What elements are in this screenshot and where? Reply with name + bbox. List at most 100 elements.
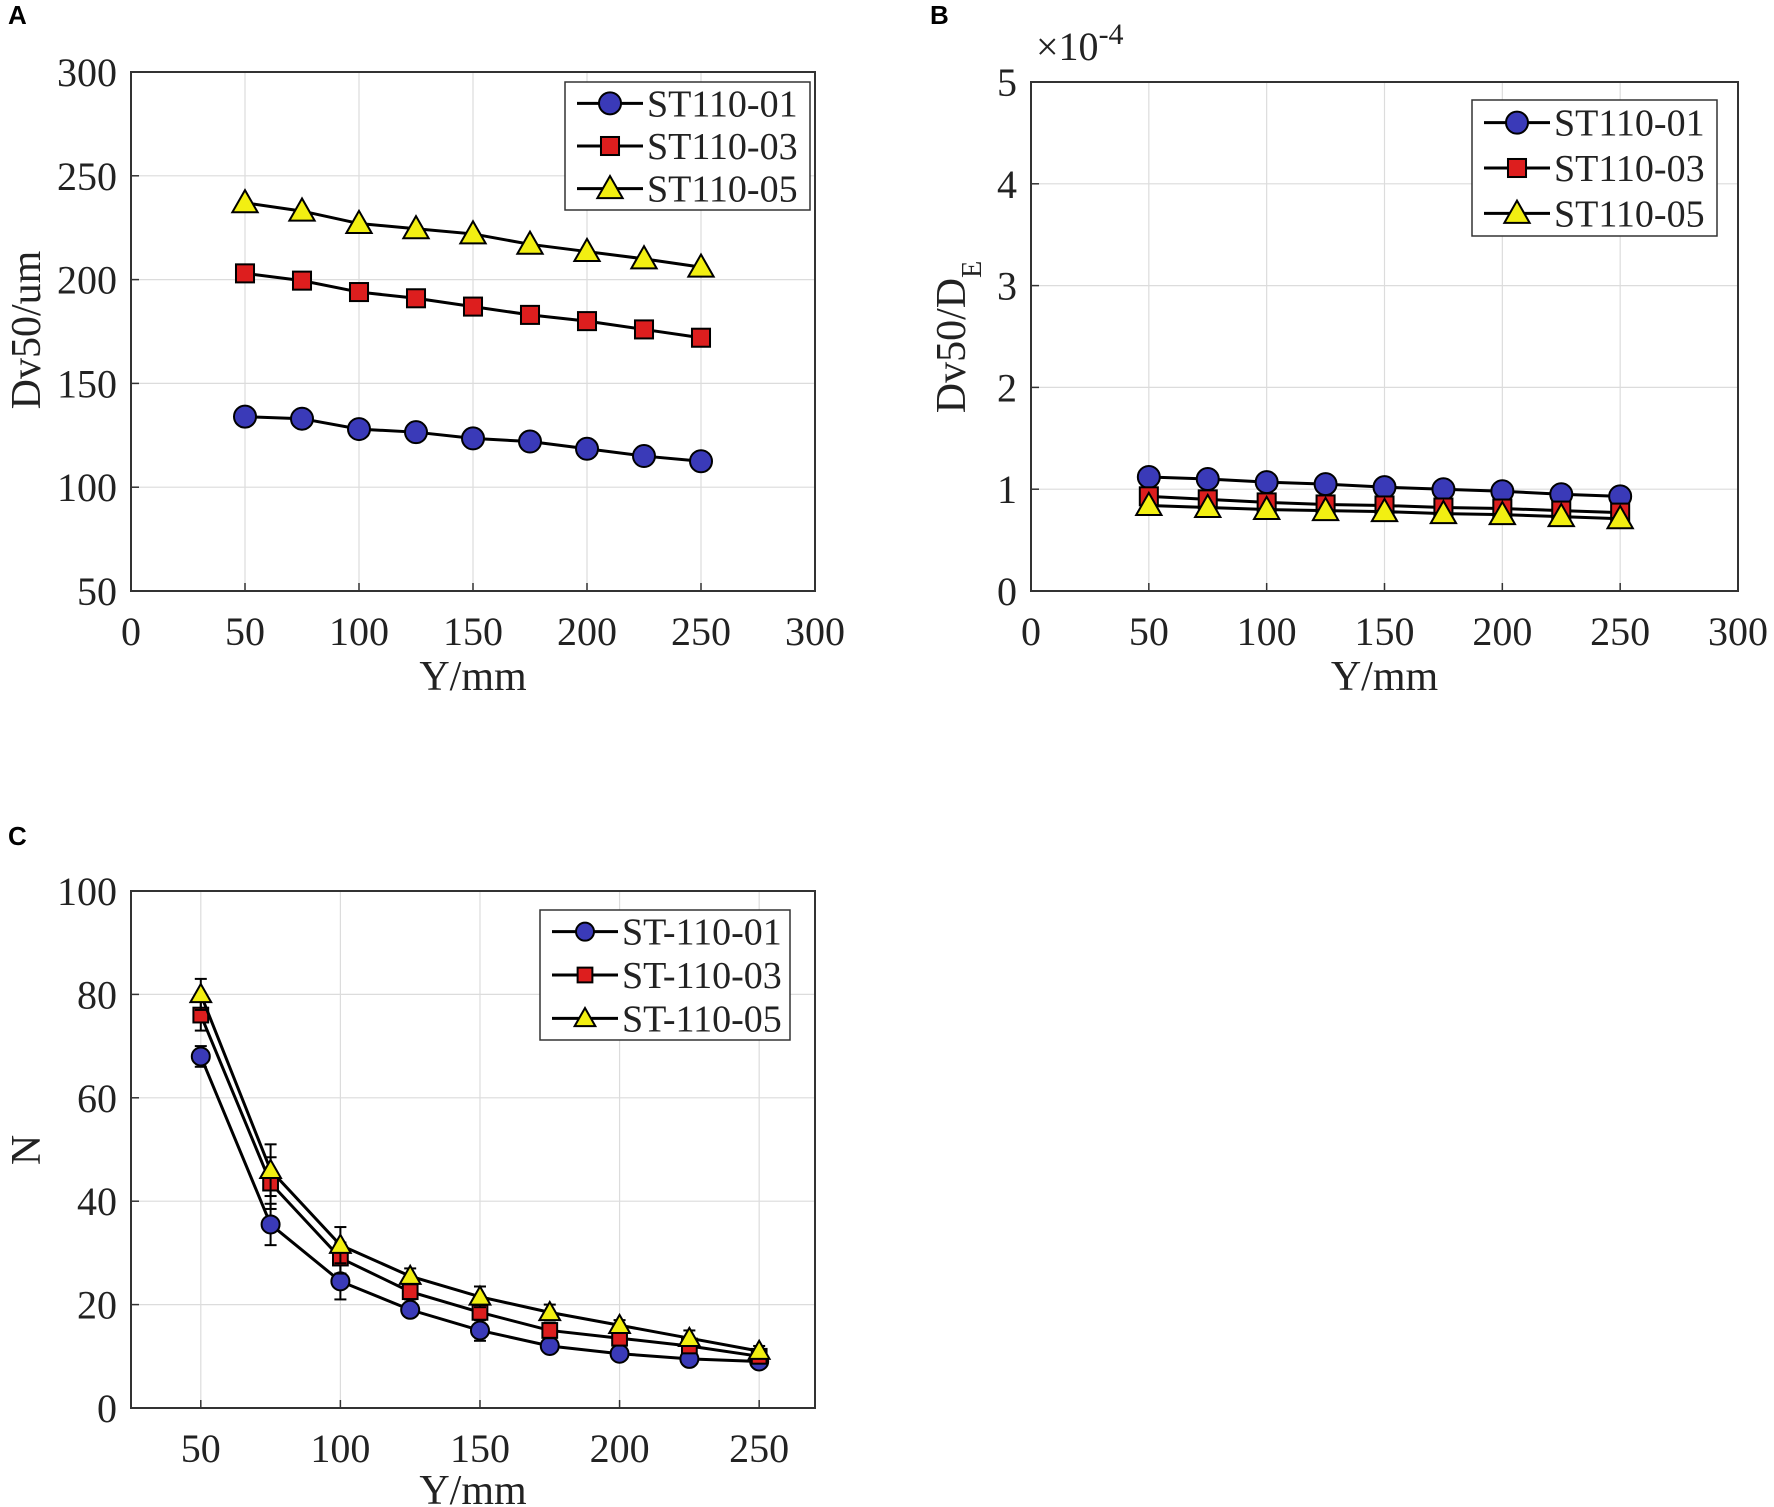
data-point xyxy=(572,236,602,263)
y-tick-label: 100 xyxy=(57,465,117,510)
legend-label: ST110-03 xyxy=(647,126,798,168)
data-point xyxy=(347,417,371,442)
data-point xyxy=(1372,475,1397,500)
legend-marker xyxy=(595,174,625,200)
chart-panel-c: C 50 100 150 200 250 0 20 40 60 80 100 Y/mm N ST-110-… xyxy=(4,821,816,1507)
data-point xyxy=(686,252,716,278)
legend-marker xyxy=(575,921,595,942)
y-axis-label: N xyxy=(4,1135,50,1165)
x-axis-label: Y/mm xyxy=(1331,654,1439,700)
data-point xyxy=(290,406,314,431)
data-point xyxy=(190,1046,211,1067)
series-ST110-05 xyxy=(1134,490,1635,530)
data-point xyxy=(469,1320,490,1341)
legend-label: ST110-03 xyxy=(1554,148,1705,190)
data-point xyxy=(576,311,598,332)
x-tick-label: 300 xyxy=(785,609,845,654)
legend-label: ST110-05 xyxy=(647,169,798,211)
data-point xyxy=(632,444,656,469)
data-point xyxy=(230,188,260,214)
y-tick-label: 80 xyxy=(77,972,117,1017)
plot-frame xyxy=(130,890,816,1409)
x-tick-label: 150 xyxy=(443,609,503,654)
x-tick-label: 200 xyxy=(590,1426,650,1471)
data-point xyxy=(1487,499,1517,526)
data-point xyxy=(537,1299,562,1322)
axis-multiplier: ×10-4 xyxy=(1036,18,1124,70)
x-tick-label: 150 xyxy=(450,1426,510,1471)
legend-marker xyxy=(1506,157,1528,179)
y-tick-label: 60 xyxy=(77,1076,117,1121)
data-point xyxy=(689,449,713,474)
y-tick-label: 5 xyxy=(997,60,1017,105)
x-tick-label: 100 xyxy=(310,1426,370,1471)
data-point xyxy=(541,1322,559,1339)
data-point xyxy=(398,1263,423,1285)
data-point xyxy=(401,214,431,240)
y-tick-label: 50 xyxy=(77,569,117,614)
legend-label: ST110-01 xyxy=(647,83,798,125)
data-point xyxy=(633,319,655,340)
data-point xyxy=(1605,504,1635,530)
data-point xyxy=(1370,496,1399,523)
x-axis-label: Y/mm xyxy=(419,1468,527,1507)
data-point xyxy=(1254,470,1279,495)
series-ST110-01 xyxy=(233,404,713,474)
x-tick-label: 250 xyxy=(671,609,731,654)
plot-frame xyxy=(1030,81,1739,592)
data-point xyxy=(1134,490,1164,516)
data-point xyxy=(328,1232,353,1254)
data-point xyxy=(1195,467,1220,492)
x-tick-label: 200 xyxy=(557,609,617,654)
data-point xyxy=(690,327,712,348)
legend-label: ST-110-03 xyxy=(622,955,782,997)
plot-frame xyxy=(130,71,816,592)
data-point xyxy=(519,304,541,325)
series-ST110-01 xyxy=(1136,464,1633,509)
x-tick-label: 50 xyxy=(181,1426,221,1471)
data-point xyxy=(330,1271,351,1292)
data-point xyxy=(467,1284,493,1306)
data-point xyxy=(575,436,599,461)
data-point xyxy=(629,244,659,270)
data-point xyxy=(291,270,313,291)
x-tick-label: 50 xyxy=(1129,609,1169,654)
data-point xyxy=(461,426,485,451)
y-tick-label: 300 xyxy=(57,50,117,95)
chart-panel-a: A 0 50 100 150 200 250 30050100150200250300Y/m… xyxy=(4,0,845,700)
data-point xyxy=(458,219,488,245)
data-point xyxy=(607,1312,632,1335)
data-point xyxy=(1313,472,1338,497)
y-tick-label: 20 xyxy=(77,1283,117,1328)
y-tick-label: 0 xyxy=(97,1386,117,1431)
data-point xyxy=(462,296,484,317)
legend-marker xyxy=(576,966,594,984)
legend-marker xyxy=(1502,198,1532,224)
y-axis-label: Dv50/DE xyxy=(929,261,988,413)
panel-label-c: C xyxy=(8,821,27,851)
y-tick-label: 150 xyxy=(57,361,117,406)
data-point xyxy=(1136,464,1161,489)
x-tick-label: 100 xyxy=(1237,609,1297,654)
series-ST110-03 xyxy=(234,263,712,348)
x-tick-label: 300 xyxy=(1708,609,1768,654)
data-point xyxy=(260,1214,281,1235)
legend-marker xyxy=(572,1005,598,1028)
data-point xyxy=(539,1335,560,1356)
data-point xyxy=(287,196,317,222)
data-point xyxy=(677,1325,702,1347)
data-point xyxy=(188,982,213,1004)
y-tick-label: 250 xyxy=(57,154,117,199)
y-tick-label: 1 xyxy=(997,467,1017,512)
legend-marker xyxy=(598,91,622,116)
x-tick-label: 150 xyxy=(1355,609,1415,654)
data-point xyxy=(609,1343,630,1364)
legend-label: ST-110-01 xyxy=(622,912,782,954)
series-ST110-05 xyxy=(230,188,716,278)
x-tick-label: 0 xyxy=(121,609,141,654)
data-point xyxy=(747,1338,772,1360)
data-point xyxy=(258,1157,283,1179)
data-point xyxy=(405,288,427,309)
